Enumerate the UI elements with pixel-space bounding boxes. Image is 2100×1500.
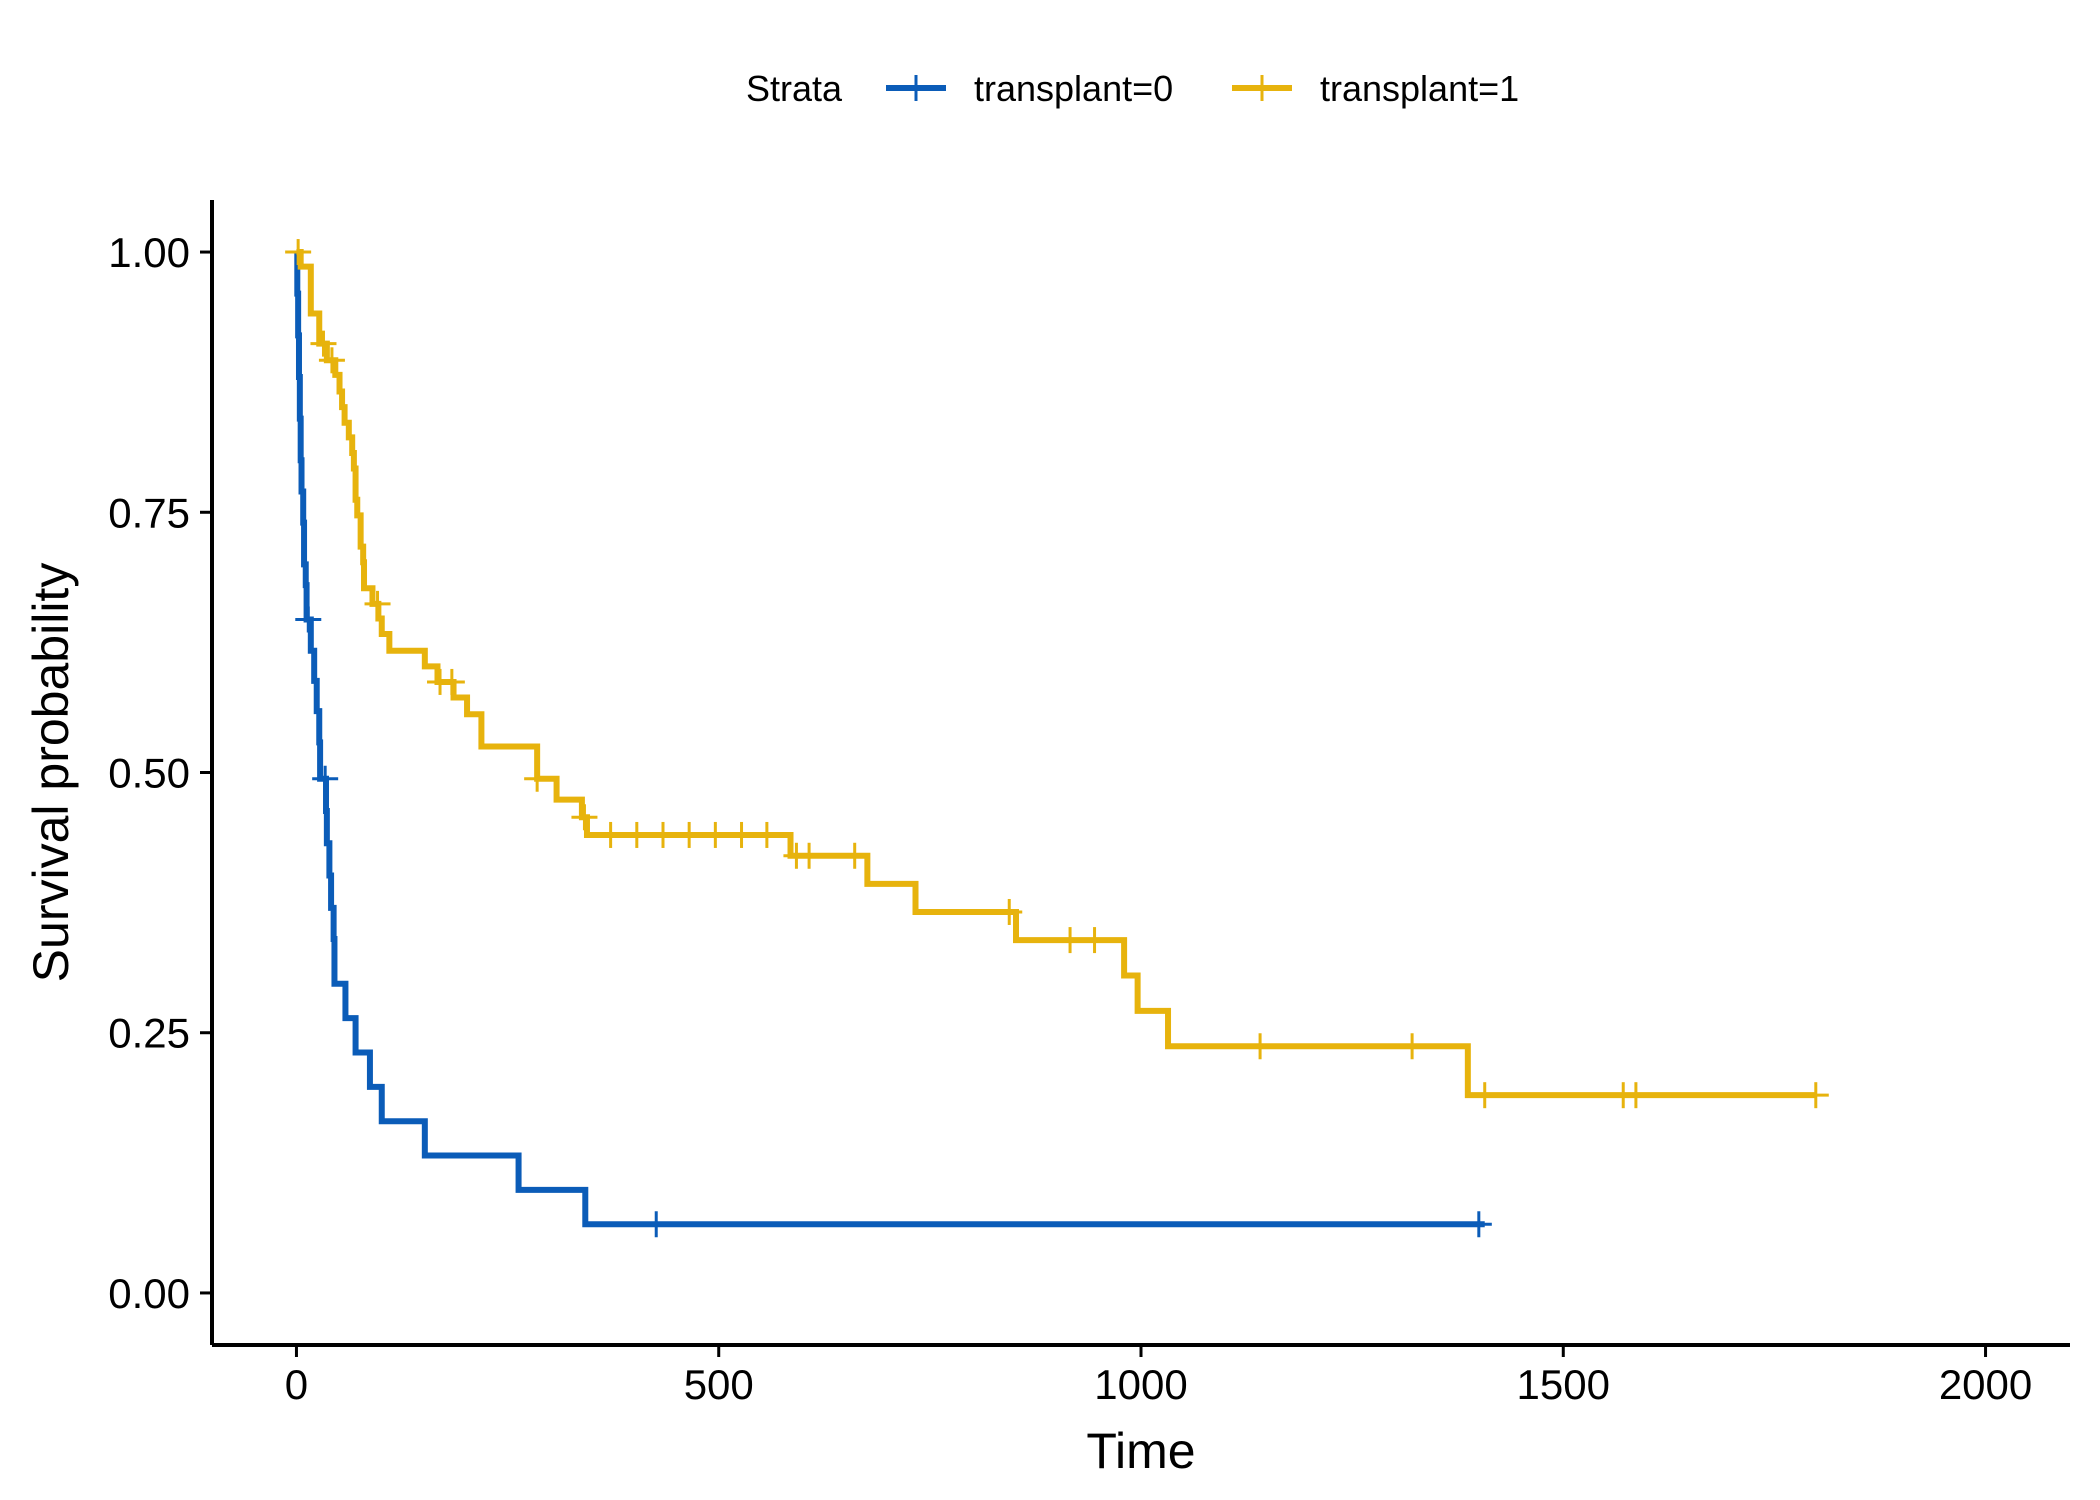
x-tick-label: 1000	[1094, 1361, 1187, 1408]
y-tick-label: 1.00	[108, 229, 190, 276]
x-axis-title: Time	[1086, 1423, 1195, 1479]
legend-item: transplant=0	[886, 68, 1173, 109]
axes: 0 500 1000 1500 2000 0.00 0.25 0.50 0.75 1.00 Ti…	[23, 200, 2070, 1479]
series-transplant=1	[285, 239, 1829, 1109]
x-tick-label: 500	[684, 1361, 754, 1408]
y-tick-label: 0.25	[108, 1010, 190, 1057]
legend-label: transplant=1	[1320, 68, 1519, 109]
series-layer	[285, 239, 1829, 1238]
y-tick-label: 0.50	[108, 750, 190, 797]
legend: Strata transplant=0 transplant=1	[746, 68, 1519, 109]
legend-label: transplant=0	[974, 68, 1173, 109]
legend-item: transplant=1	[1232, 68, 1519, 109]
y-axis-title: Survival probability	[23, 563, 79, 983]
y-tick-label: 0.00	[108, 1270, 190, 1317]
legend-title: Strata	[746, 68, 843, 109]
survival-curve	[296, 249, 1816, 1099]
survival-curve	[294, 249, 1485, 1228]
series-transplant=0	[294, 249, 1492, 1238]
x-tick-label: 2000	[1939, 1361, 2032, 1408]
y-tick-label: 0.75	[108, 489, 190, 536]
x-tick-label: 1500	[1517, 1361, 1610, 1408]
x-tick-label: 0	[285, 1361, 308, 1408]
